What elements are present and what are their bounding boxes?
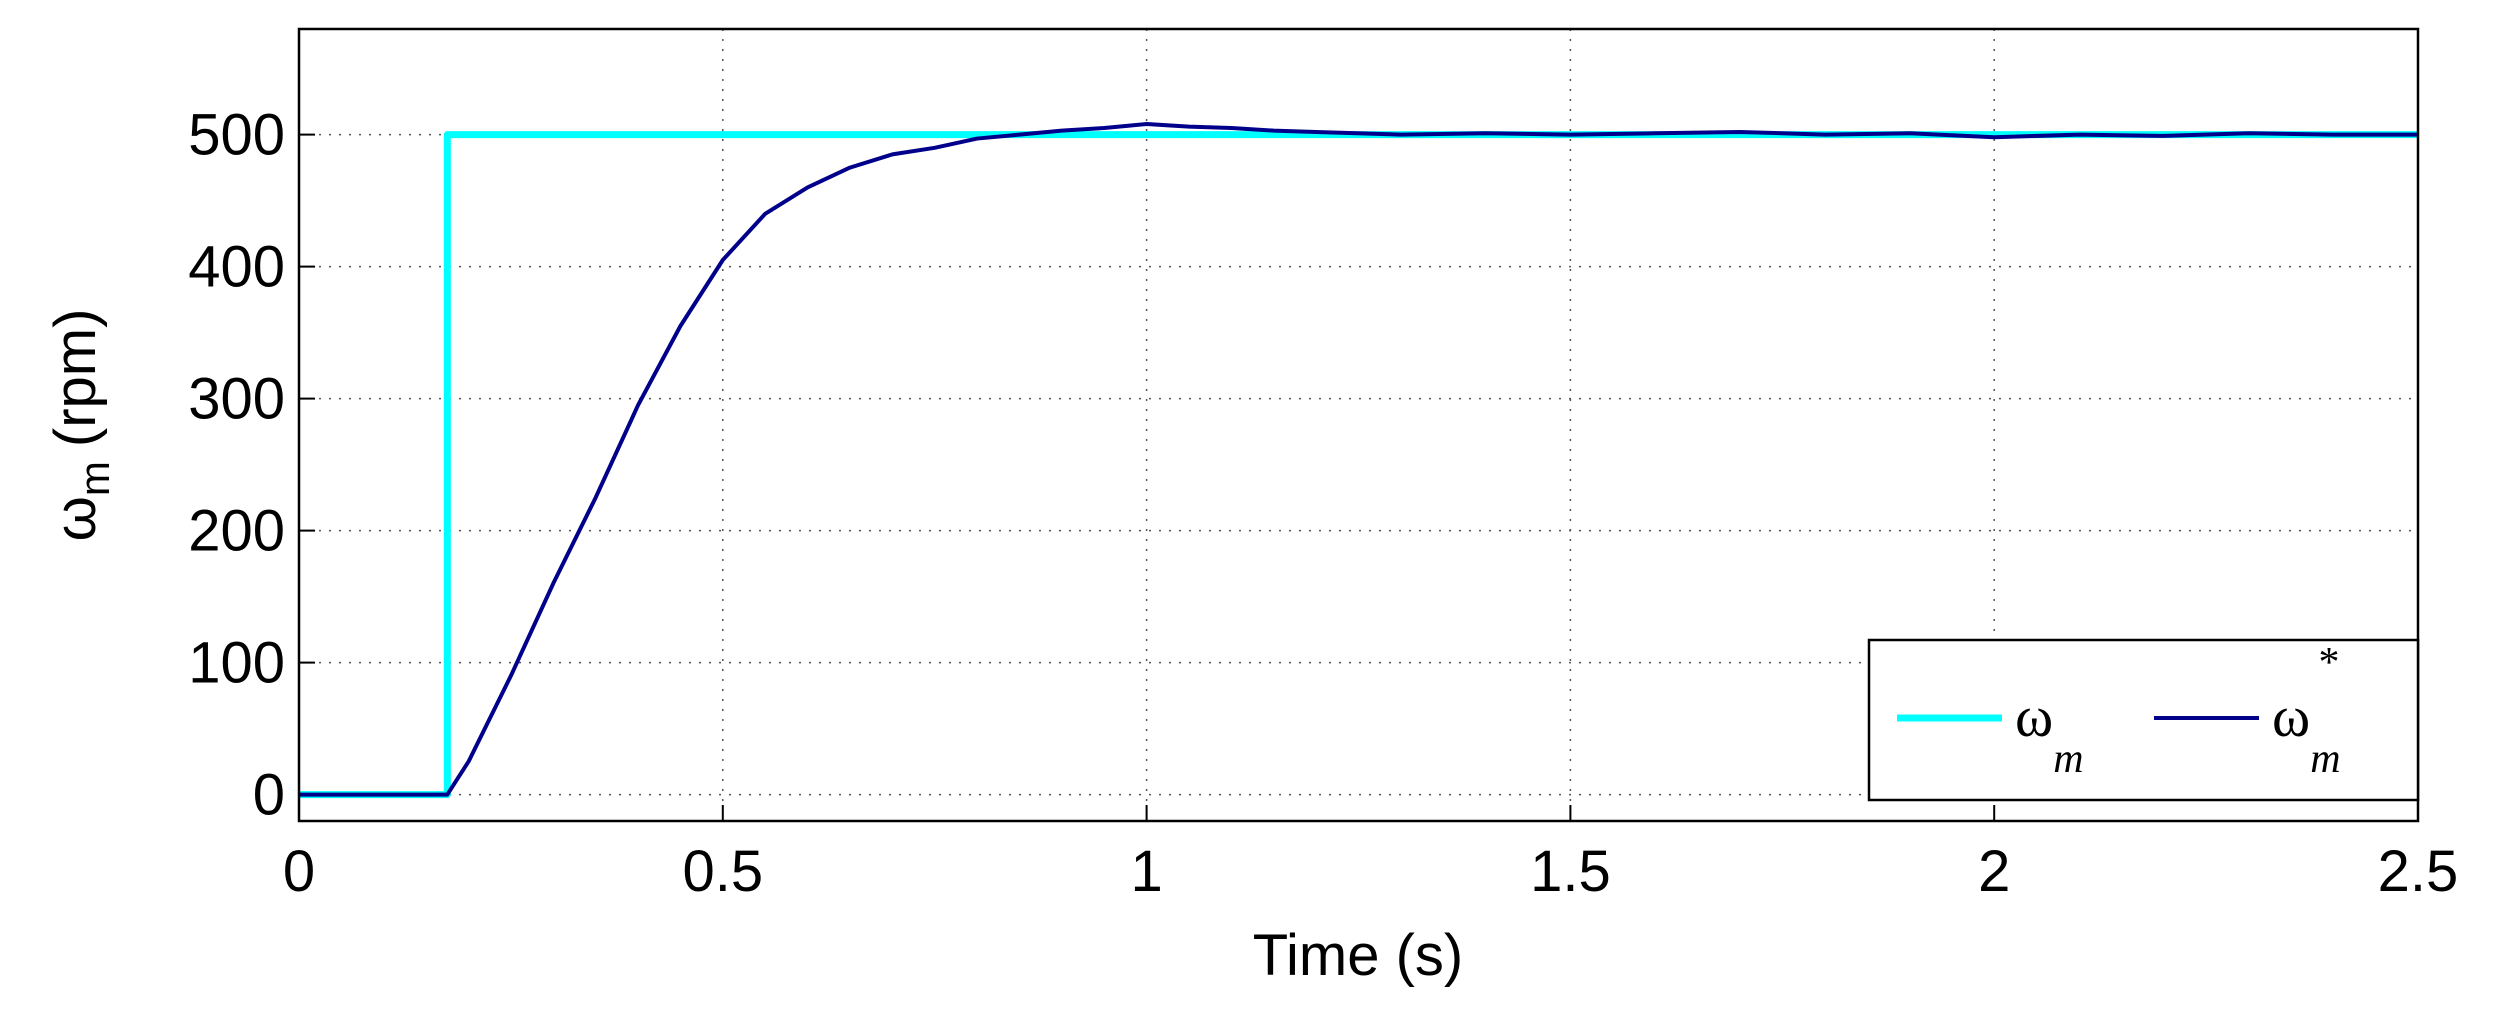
y-tick-label: 500 xyxy=(188,103,285,168)
y-label-unit: (rpm) xyxy=(43,309,108,448)
x-axis-label: Time (s) xyxy=(1253,923,1463,988)
y-tick-label: 400 xyxy=(188,235,285,300)
legend-sub: m xyxy=(2310,736,2340,782)
y-tick-label: 100 xyxy=(188,631,285,696)
plot-frame xyxy=(297,27,2420,823)
x-tick-label: 1 xyxy=(1130,839,1162,904)
y-label-sub: m xyxy=(71,461,118,496)
x-tick-label: 1.5 xyxy=(1530,839,1611,904)
legend-label: ωm * xyxy=(2272,640,2341,782)
x-tick-label: 2 xyxy=(1978,839,2010,904)
line-series xyxy=(299,122,2418,797)
x-tick-label: 0.5 xyxy=(682,839,763,904)
legend-label: ωm xyxy=(2015,684,2084,782)
x-tick-label: 0 xyxy=(283,839,315,904)
legend-sup: * xyxy=(2319,640,2340,686)
y-label-symbol: ω xyxy=(43,496,108,541)
legend-symbol: ω xyxy=(2015,684,2053,749)
legend-sub: m xyxy=(2053,736,2083,782)
legend-symbol: ω xyxy=(2272,684,2310,749)
x-tick-label: 2.5 xyxy=(2378,839,2459,904)
y-tick-label: 200 xyxy=(188,499,285,564)
y-tick-label: 0 xyxy=(253,763,285,828)
y-axis-label: ωm (rpm) xyxy=(43,309,118,542)
y-tick-label: 300 xyxy=(188,367,285,432)
